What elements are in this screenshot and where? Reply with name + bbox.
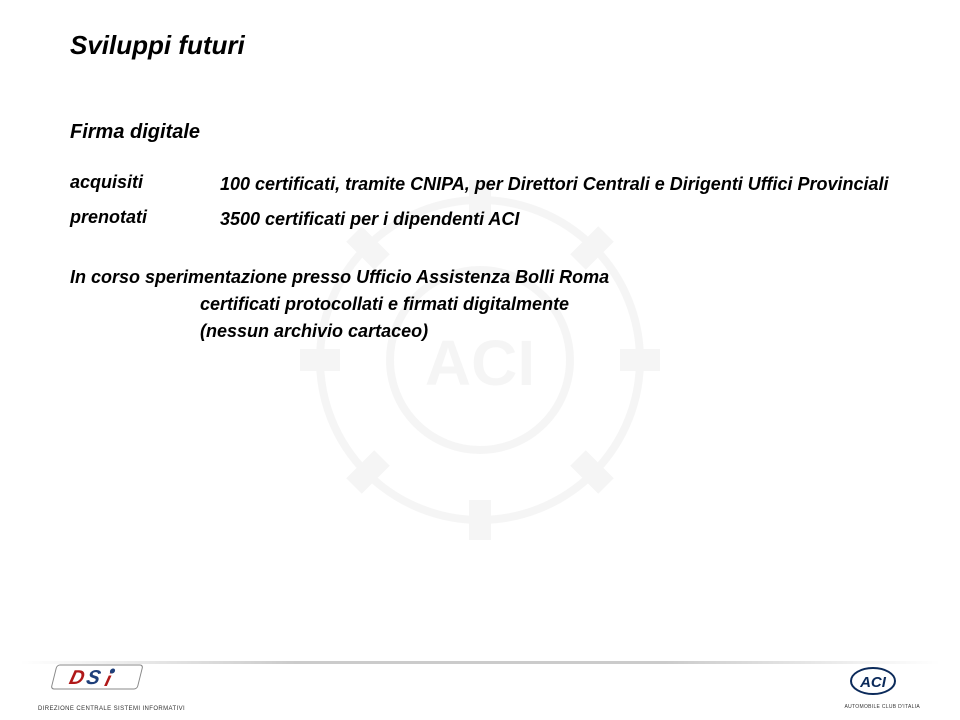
logo-dsi: D S i DIREZIONE CENTRALE SISTEMI INFORMA… (38, 661, 185, 712)
paragraph: In corso sperimentazione presso Ufficio … (70, 264, 890, 345)
logo-aci-text: AUTOMOBILE CLUB D'ITALIA (845, 704, 921, 710)
slide-content: Sviluppi futuri Firma digitale acquisiti… (0, 0, 960, 720)
section-heading: Firma digitale (70, 121, 890, 144)
para-line-2: certificati protocollati e firmati digit… (200, 291, 890, 318)
row-label: acquisiti (70, 172, 220, 193)
row-label: prenotati (70, 207, 220, 228)
para-line-3: (nessun archivio cartaceo) (200, 318, 890, 345)
row-value: 100 certificati, tramite CNIPA, per Dire… (220, 172, 889, 197)
svg-text:ACI: ACI (859, 674, 887, 691)
slide-title: Sviluppi futuri (70, 30, 890, 61)
logo-aci: ACI AUTOMOBILE CLUB D'ITALIA (845, 666, 921, 710)
logo-dsi-text: DIREZIONE CENTRALE SISTEMI INFORMATIVI (38, 706, 185, 712)
row-value: 3500 certificati per i dipendenti ACI (220, 207, 519, 232)
row-prenotati: prenotati 3500 certificati per i dipende… (70, 207, 890, 232)
footer: D S i DIREZIONE CENTRALE SISTEMI INFORMA… (0, 650, 960, 720)
row-acquisiti: acquisiti 100 certificati, tramite CNIPA… (70, 172, 890, 197)
para-line-1: In corso sperimentazione presso Ufficio … (70, 264, 890, 291)
